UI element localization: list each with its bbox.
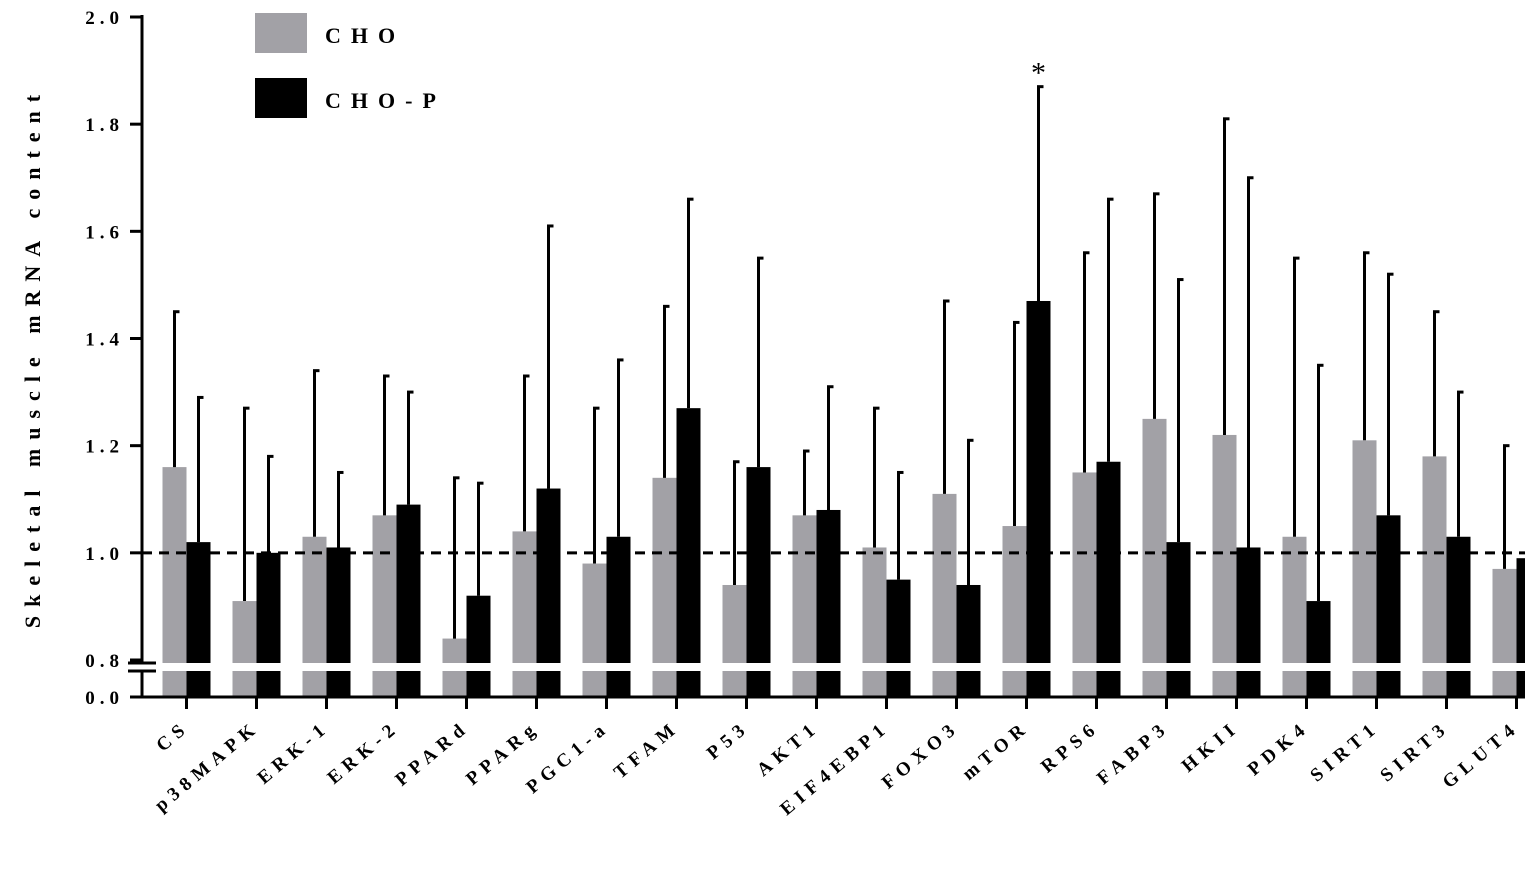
bar-cho-eif4ebp1 bbox=[863, 547, 887, 697]
bar-cho-pparg bbox=[513, 531, 537, 697]
bar-cho-p-fabp3 bbox=[1167, 542, 1191, 697]
bar-cho-fabp3 bbox=[1143, 419, 1167, 697]
y-tick-label-1-4: 1.4 bbox=[85, 330, 124, 351]
bars-layer bbox=[163, 301, 1525, 697]
x-label-cs: CS bbox=[152, 717, 193, 756]
x-label-hkii: HKII bbox=[1178, 717, 1244, 777]
legend-swatch-cho bbox=[255, 13, 307, 53]
y-tick-label-2-0: 2.0 bbox=[85, 8, 124, 29]
x-label-mtor: mTOR bbox=[958, 717, 1033, 785]
y-tick-label-1-6: 1.6 bbox=[85, 222, 124, 243]
legend-swatch-cho-p bbox=[255, 78, 307, 118]
x-label-rps6: RPS6 bbox=[1037, 717, 1104, 778]
y-axis-title: Skeletal muscle mRNA content bbox=[20, 86, 45, 628]
x-label-foxo3: FOXO3 bbox=[878, 717, 964, 794]
bar-cho-cs bbox=[163, 467, 187, 697]
bar-cho-p-glut4 bbox=[1517, 558, 1525, 697]
x-label-akt1: AKT1 bbox=[753, 717, 824, 781]
y-tick-label-0-0: 0.0 bbox=[85, 688, 124, 709]
bar-cho-p-ppard bbox=[467, 596, 491, 697]
legend: CHO CHO-P bbox=[255, 13, 446, 118]
bar-cho-p38mapk bbox=[233, 601, 257, 697]
y-tick-label-1-0: 1.0 bbox=[85, 544, 124, 565]
bar-cho-glut4 bbox=[1493, 569, 1517, 697]
x-label-p53: P53 bbox=[703, 717, 754, 764]
bar-cho-p-p38mapk bbox=[257, 553, 281, 697]
x-label-sirt1: SIRT1 bbox=[1306, 717, 1383, 787]
bar-cho-erk-1 bbox=[303, 537, 327, 697]
bar-cho-pdk4 bbox=[1283, 537, 1307, 697]
bar-cho-p-pgc1-a bbox=[607, 537, 631, 697]
bar-cho-p53 bbox=[723, 585, 747, 697]
bar-cho-pgc1-a bbox=[583, 564, 607, 697]
bar-cho-p-cs bbox=[187, 542, 211, 697]
y-tick-label-1-2: 1.2 bbox=[85, 437, 124, 458]
x-label-erk-1: ERK-1 bbox=[254, 717, 334, 789]
y-tick-label-0-8: 0.8 bbox=[85, 651, 124, 672]
bar-cho-sirt1 bbox=[1353, 440, 1377, 697]
bar-cho-hkii bbox=[1213, 435, 1237, 697]
legend-label-cho-p: CHO-P bbox=[325, 88, 446, 113]
legend-label-cho: CHO bbox=[325, 23, 405, 48]
bar-cho-p-hkii bbox=[1237, 547, 1261, 697]
significance-asterisk-mtor: * bbox=[1031, 57, 1046, 90]
x-label-erk-2: ERK-2 bbox=[324, 717, 404, 789]
bar-cho-sirt3 bbox=[1423, 456, 1447, 697]
bar-cho-p-erk-1 bbox=[327, 547, 351, 697]
bar-cho-p-rps6 bbox=[1097, 462, 1121, 697]
bar-cho-p-eif4ebp1 bbox=[887, 580, 911, 697]
axis-break-gap bbox=[145, 663, 1525, 671]
bar-cho-p-sirt3 bbox=[1447, 537, 1471, 697]
x-label-tfam: TFAM bbox=[610, 717, 684, 784]
bar-cho-p-foxo3 bbox=[957, 585, 981, 697]
y-tick-label-1-8: 1.8 bbox=[85, 115, 124, 136]
bar-cho-p-pdk4 bbox=[1307, 601, 1331, 697]
x-label-pdk4: PDK4 bbox=[1244, 717, 1314, 780]
x-label-fabp3: FABP3 bbox=[1093, 717, 1174, 789]
x-label-glut4: GLUT4 bbox=[1439, 717, 1524, 793]
bar-cho-p-mtor bbox=[1027, 301, 1051, 697]
bar-cho-p-p53 bbox=[747, 467, 771, 697]
x-label-ppard: PPARd bbox=[391, 717, 473, 791]
